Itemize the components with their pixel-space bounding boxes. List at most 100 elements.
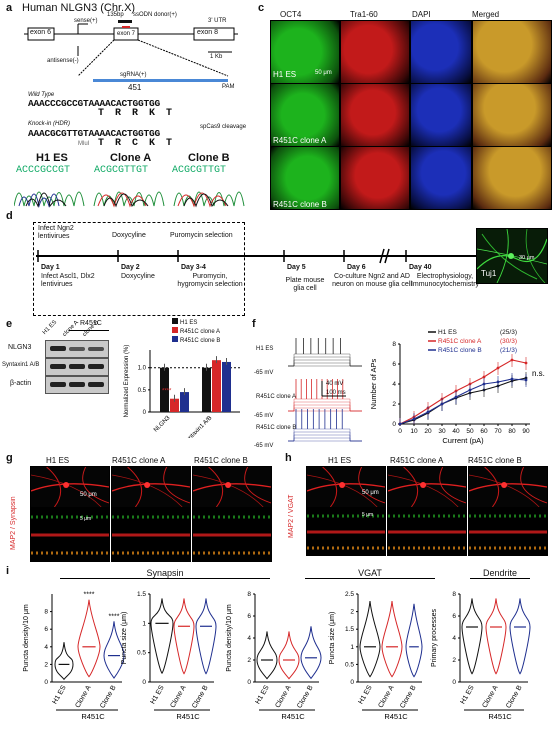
g-col-a: R451C clone A bbox=[112, 456, 166, 465]
exon7-label: exon 7 bbox=[117, 31, 136, 37]
pos-label: 451 bbox=[128, 83, 142, 92]
dendrite-strip bbox=[306, 508, 386, 524]
data-point bbox=[496, 366, 500, 370]
sense-label: sense(+) bbox=[74, 18, 98, 24]
bar bbox=[202, 367, 211, 412]
y-tick-label: 0 bbox=[142, 679, 146, 686]
x-tick-label: 50 bbox=[466, 428, 474, 435]
series-line bbox=[399, 377, 527, 425]
expression-bar-chart: 0 0.5 1.0 NLGN3 Syntaxin1 A/B **** Normalized … bbox=[124, 345, 240, 438]
data-point bbox=[524, 378, 528, 382]
ki-aa: T R C K T bbox=[98, 138, 173, 149]
r451c-label: R451C bbox=[384, 712, 408, 721]
scale-100ms: 100 ms bbox=[326, 390, 346, 396]
violin bbox=[256, 631, 278, 680]
wb-actin-blot bbox=[45, 376, 109, 394]
bar bbox=[222, 361, 231, 412]
neuron-image bbox=[468, 466, 548, 508]
y-tick-label: 4 bbox=[452, 635, 456, 642]
y-axis-label: Puncta size (μm) bbox=[121, 612, 128, 665]
tuj1-scale: 30 μm bbox=[519, 255, 535, 261]
ki-sequence: AAACGCGTTGTAAAACACTGGTGG bbox=[28, 128, 161, 139]
legend-name: R451C clone A bbox=[438, 338, 482, 345]
seq-string-b: ACGCGTTGT bbox=[172, 165, 227, 176]
step-plate-glia: Plate mouse glia cell bbox=[285, 277, 325, 292]
data-point bbox=[482, 375, 486, 379]
neuron-image bbox=[111, 466, 191, 508]
tuj1-image: Tuj1 30 μm bbox=[476, 228, 548, 284]
r451c-label: R451C bbox=[488, 712, 512, 721]
wb-group-line bbox=[69, 330, 109, 331]
violin bbox=[103, 621, 125, 679]
x-tick-label: Clone A bbox=[274, 684, 292, 709]
data-point bbox=[510, 358, 514, 362]
y-tick-label: 0 bbox=[452, 679, 456, 686]
y-tick-label: 8 bbox=[247, 591, 251, 598]
violin bbox=[300, 626, 322, 680]
data-point bbox=[524, 361, 528, 365]
bar bbox=[160, 367, 169, 412]
wt-aa: T R R K T bbox=[98, 108, 173, 119]
step-puro: Puromycin selection bbox=[170, 232, 233, 239]
wt-sequence: AAACCCGCCGTAAAACACTGGTGG bbox=[28, 98, 161, 109]
chromatograms bbox=[14, 191, 245, 208]
y-tick-label: 6 bbox=[392, 361, 396, 368]
r451c-label: R451C bbox=[176, 712, 200, 721]
dendrite-strip bbox=[111, 544, 191, 562]
g-col-b: R451C clone B bbox=[194, 456, 248, 465]
panel-d-label: d bbox=[6, 210, 13, 222]
dendrite-strip bbox=[306, 540, 386, 556]
legend-n: (21/3) bbox=[500, 347, 517, 354]
col-oct4: OCT4 bbox=[280, 10, 302, 19]
neuron-image bbox=[306, 466, 386, 508]
h-col-h1: H1 ES bbox=[328, 456, 352, 465]
wb-group: R451C bbox=[80, 320, 102, 327]
panel-f-label: f bbox=[252, 318, 256, 330]
trace-step bbox=[288, 428, 362, 442]
wb-label-syntaxin: Syntaxin1 A/B bbox=[2, 362, 40, 368]
h-scale-50: 50 μm bbox=[362, 490, 379, 496]
sig-stars: **** bbox=[162, 389, 172, 395]
dendrite-strip bbox=[111, 508, 191, 526]
step-infect-ascl1: Infect Ascl1, Dlx2 lentivirues bbox=[41, 273, 95, 288]
x-tick-label: 90 bbox=[522, 428, 530, 435]
step-ephys: Electrophysiology, Immunocytochemistry bbox=[410, 273, 480, 288]
dendrite-strip bbox=[306, 524, 386, 540]
y-tick-label: 6 bbox=[452, 613, 456, 620]
series-line bbox=[399, 359, 527, 425]
y-tick-label: 2 bbox=[44, 661, 48, 668]
trace-label-a: R451C clone A bbox=[256, 394, 297, 400]
panel-a-label: a bbox=[6, 2, 13, 14]
ap-traces bbox=[288, 338, 362, 442]
ns-label: n.s. bbox=[532, 369, 545, 378]
day-3-4: Day 3-4 bbox=[181, 264, 206, 271]
day-1: Day 1 bbox=[41, 264, 60, 271]
y-tick-label: 1 bbox=[350, 644, 354, 651]
y-tick-label: 0 bbox=[350, 679, 354, 686]
r451c-label: R451C bbox=[281, 712, 305, 721]
col-tra160: Tra1-60 bbox=[350, 10, 378, 19]
y-tick-label: 0 bbox=[392, 421, 396, 428]
x-tick-label: H1 ES bbox=[255, 684, 271, 705]
x-tick-label: Clone B bbox=[505, 684, 524, 709]
dendrite-strip bbox=[468, 508, 548, 524]
dendrite-strip bbox=[468, 540, 548, 556]
pam-label: PAM bbox=[222, 84, 235, 90]
x-tick-label: Clone A bbox=[74, 684, 92, 709]
x-tick-label: 20 bbox=[424, 428, 432, 435]
y-tick-label: 0 bbox=[44, 679, 48, 686]
neuron-image bbox=[192, 466, 272, 508]
seq-title-a: Clone A bbox=[110, 152, 152, 164]
seq-title-b: Clone B bbox=[188, 152, 230, 164]
x-tick-label: H1 ES bbox=[52, 684, 68, 705]
y-tick-label: 2 bbox=[350, 609, 354, 616]
gene-title: Human NLGN3 (Chr.X) bbox=[22, 2, 136, 14]
violin bbox=[195, 598, 217, 675]
wb-syntaxin-blot bbox=[45, 358, 109, 376]
trace-step bbox=[288, 437, 362, 442]
dendrite-strip bbox=[192, 526, 272, 544]
y-axis-label: Puncta density/10 μm bbox=[23, 604, 30, 672]
violin bbox=[54, 642, 74, 681]
legend-e-a: R451C clone A bbox=[180, 329, 221, 335]
bar bbox=[180, 392, 189, 412]
